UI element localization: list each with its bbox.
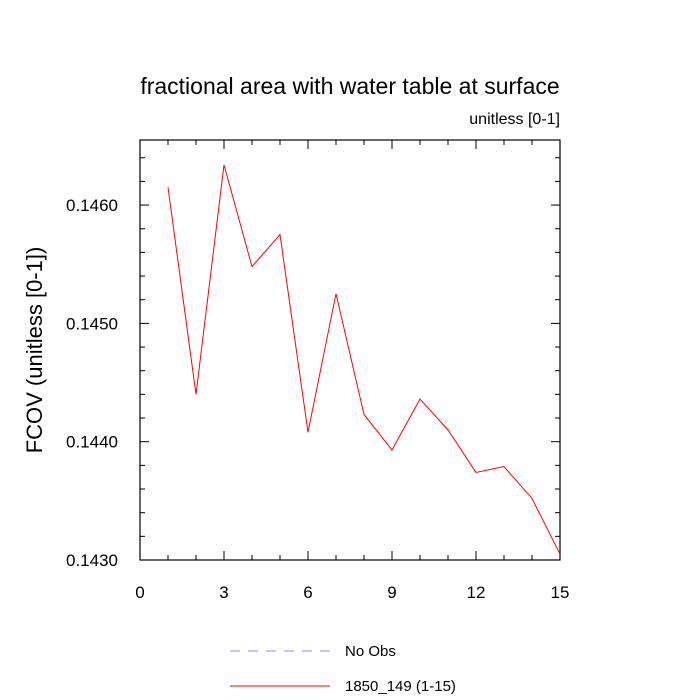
axis-tick-labels: 0 3 6 9 12 15 0.1430 0.1440 0.1450 0.1460 [66,196,569,602]
x-tick-label: 15 [551,583,570,602]
x-tick-label: 9 [387,583,396,602]
plot-frame [139,139,561,561]
x-tick-label: 6 [303,583,312,602]
y-tick-label: 0.1430 [66,551,118,570]
x-tick-label: 0 [135,583,144,602]
chart-title: fractional area with water table at surf… [140,73,559,99]
legend: No Obs 1850_149 (1-15) [230,643,456,695]
y-tick-label: 0.1450 [66,314,118,333]
legend-label-0: No Obs [345,643,396,660]
y-tick-label: 0.1460 [66,196,118,215]
x-tick-label: 12 [467,583,486,602]
chart-subtitle: unitless [0-1] [469,111,560,128]
legend-label-1: 1850_149 (1-15) [345,678,456,695]
y-axis-label: FCOV (unitless [0-1]) [22,247,47,454]
y-tick-label: 0.1440 [66,433,118,452]
axis-ticks [139,140,561,561]
x-tick-label: 3 [219,583,228,602]
series-line-1 [167,164,561,555]
series-lines [167,164,561,555]
